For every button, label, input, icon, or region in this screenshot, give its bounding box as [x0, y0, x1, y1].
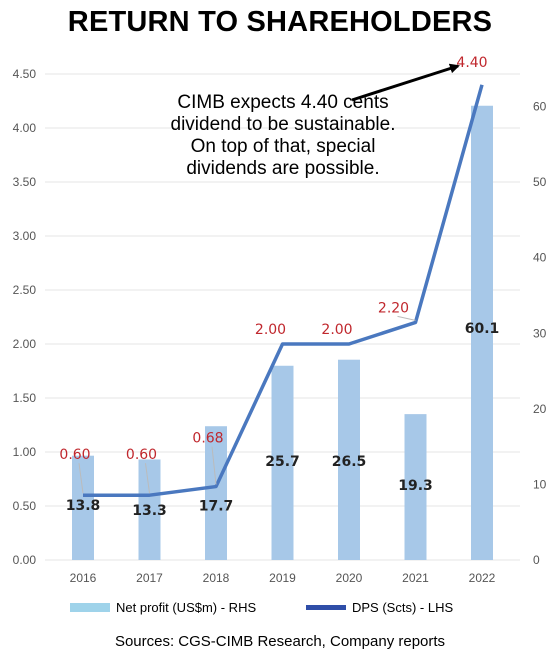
legend-item-net-profit: Net profit (US$m) - RHS [70, 600, 256, 615]
profit-bars [72, 105, 493, 561]
legend-label-net-profit: Net profit (US$m) - RHS [116, 600, 257, 615]
left-tick-label: 2.50 [13, 283, 37, 297]
left-tick-label: 4.00 [13, 121, 37, 135]
left-tick-label: 2.00 [13, 337, 37, 351]
legend: Net profit (US$m) - RHS DPS (Scts) - LHS [70, 600, 510, 620]
dps-data-label: 2.00 [255, 322, 286, 338]
dps-data-label: 2.00 [321, 322, 352, 338]
profit-data-label: 17.7 [199, 499, 234, 515]
x-tick-label: 2022 [469, 571, 496, 585]
legend-swatch-bar [70, 603, 110, 612]
right-tick-label: 40 [533, 251, 547, 265]
legend-item-dps: DPS (Scts) - LHS [306, 600, 453, 615]
profit-data-label: 13.3 [132, 503, 167, 519]
left-tick-label: 3.00 [13, 229, 37, 243]
x-tick-label: 2018 [203, 571, 230, 585]
label-leader-line [145, 463, 150, 494]
label-leader-line [211, 446, 217, 485]
profit-bar [138, 459, 161, 560]
profit-data-label: 60.1 [465, 321, 500, 337]
profit-data-label: 13.8 [66, 498, 101, 514]
profit-bar [404, 414, 427, 560]
x-tick-label: 2017 [136, 571, 163, 585]
data-labels: 0.60 0.60 0.68 2.00 2.00 2.20 4.40 13.8 13.3 17.7… [59, 55, 499, 519]
x-tick-label: 2019 [269, 571, 296, 585]
left-tick-label: 0.50 [13, 499, 37, 513]
right-tick-label: 20 [533, 402, 547, 416]
left-tick-label: 3.50 [13, 175, 37, 189]
profit-bar [205, 426, 227, 560]
profit-bar [271, 365, 294, 560]
left-axis: 0.00 0.50 1.00 1.50 2.00 2.50 3.00 3.50 4.00 4.50 [13, 67, 37, 567]
dps-data-label: 0.68 [192, 431, 223, 447]
chart-title: RETURN TO SHAREHOLDERS [67, 6, 493, 38]
x-tick-label: 2020 [336, 571, 363, 585]
right-tick-label: 60 [533, 100, 547, 114]
x-tick-label: 2021 [402, 571, 429, 585]
right-tick-label: 50 [533, 175, 547, 189]
dps-line [83, 84, 484, 497]
dps-data-label: 4.40 [456, 55, 487, 71]
profit-data-label: 26.5 [332, 454, 367, 470]
right-tick-label: 10 [533, 477, 547, 491]
left-tick-label: 4.50 [13, 67, 37, 81]
source-note: Sources: CGS-CIMB Research, Company repo… [114, 633, 446, 650]
dps-data-label: 0.60 [126, 447, 157, 463]
label-leader-line [78, 463, 84, 494]
profit-data-label: 19.3 [398, 478, 433, 494]
annotation-text: CIMB expects 4.40 cents dividend to be s… [170, 92, 396, 179]
left-tick-label: 1.50 [13, 391, 37, 405]
right-tick-label: 30 [533, 326, 547, 340]
legend-swatch-line [306, 605, 346, 610]
annotation-arrow [351, 63, 460, 102]
profit-bar [338, 359, 360, 560]
dps-data-label: 0.60 [59, 447, 90, 463]
label-leader-line [397, 315, 416, 321]
legend-label-dps: DPS (Scts) - LHS [352, 600, 454, 615]
right-axis: 0 10 20 30 40 50 60 [533, 100, 547, 567]
dps-data-label: 2.20 [378, 300, 409, 316]
right-tick-label: 0 [533, 553, 540, 567]
x-axis: 2016 2017 2018 2019 2020 2021 2022 [70, 571, 496, 585]
left-tick-label: 1.00 [13, 445, 37, 459]
profit-data-label: 25.7 [265, 454, 300, 470]
left-tick-label: 0.00 [13, 553, 37, 567]
profit-bar [471, 105, 493, 561]
dps-line-group [83, 84, 484, 497]
x-tick-label: 2016 [70, 571, 97, 585]
profit-bar [72, 455, 94, 560]
